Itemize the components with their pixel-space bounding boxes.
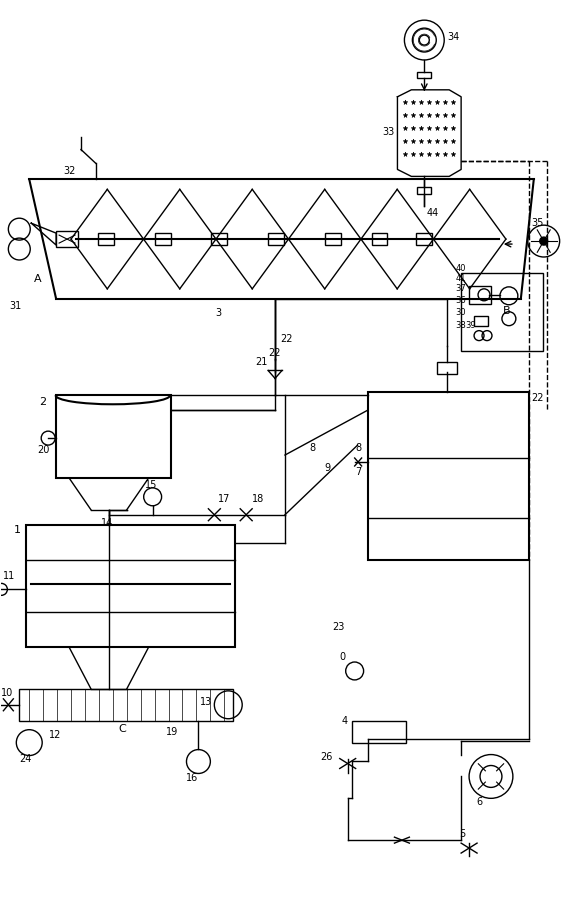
Text: 38: 38 (455, 321, 466, 330)
Text: A: A (34, 274, 42, 284)
Text: B: B (503, 306, 511, 315)
Text: 1: 1 (13, 525, 20, 535)
Text: 30: 30 (455, 308, 466, 317)
Text: 10: 10 (1, 688, 14, 698)
Bar (469, 286, 491, 303)
Bar (371, 233, 387, 245)
Bar (19, 689, 233, 721)
Text: 24: 24 (19, 753, 32, 763)
Text: 2: 2 (39, 397, 47, 408)
Text: 17: 17 (218, 494, 231, 503)
Text: 23: 23 (332, 622, 344, 632)
Bar (98, 233, 114, 245)
Text: 40: 40 (455, 265, 466, 274)
Text: 41: 41 (455, 275, 466, 283)
Text: 22: 22 (280, 334, 293, 344)
Bar (56, 231, 78, 247)
Text: 37: 37 (455, 284, 466, 293)
Text: 14: 14 (101, 517, 113, 527)
Text: 39: 39 (465, 321, 476, 330)
Text: 8: 8 (310, 443, 316, 453)
Text: 32: 32 (63, 167, 76, 176)
Text: 13: 13 (201, 697, 212, 707)
Text: 11: 11 (3, 572, 16, 582)
Text: 21: 21 (255, 358, 268, 368)
Text: 20: 20 (37, 445, 49, 455)
Text: 5: 5 (459, 829, 465, 839)
Text: 0: 0 (340, 652, 346, 662)
Circle shape (540, 237, 548, 245)
Bar (154, 233, 170, 245)
Bar (56, 396, 170, 478)
Text: 16: 16 (186, 774, 198, 784)
Bar (26, 525, 235, 647)
Text: 33: 33 (382, 126, 395, 136)
Text: 8: 8 (356, 443, 362, 453)
Text: 3: 3 (215, 308, 222, 318)
Bar (325, 233, 341, 245)
Text: 26: 26 (320, 751, 332, 762)
Text: 9: 9 (325, 463, 331, 473)
Bar (417, 72, 431, 77)
Text: 22: 22 (268, 348, 281, 358)
Bar (461, 273, 543, 350)
Text: 35: 35 (532, 219, 544, 228)
Text: 12: 12 (49, 729, 61, 739)
Text: 19: 19 (166, 727, 178, 737)
Text: 18: 18 (252, 494, 265, 503)
Text: 6: 6 (476, 798, 482, 808)
Text: 34: 34 (447, 32, 460, 42)
Bar (367, 393, 529, 560)
Bar (268, 233, 284, 245)
Text: 15: 15 (145, 479, 157, 490)
Text: 4: 4 (342, 715, 348, 726)
Text: 22: 22 (531, 394, 543, 403)
Bar (417, 187, 431, 195)
Bar (352, 721, 406, 742)
Bar (416, 233, 432, 245)
Text: 7: 7 (356, 467, 362, 477)
Text: 44: 44 (427, 208, 438, 219)
Text: 31: 31 (9, 301, 22, 311)
Bar (474, 315, 488, 325)
Bar (437, 362, 457, 374)
Text: C: C (119, 724, 127, 734)
Text: 36: 36 (455, 296, 466, 305)
Bar (211, 233, 227, 245)
